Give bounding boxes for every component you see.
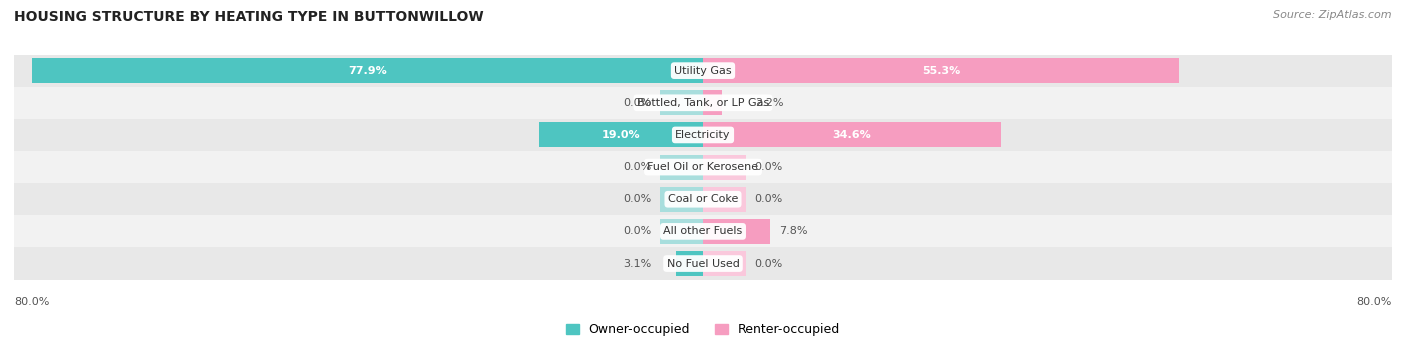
Text: 0.0%: 0.0% <box>623 226 651 236</box>
Text: 19.0%: 19.0% <box>602 130 641 140</box>
Bar <box>14 215 1392 248</box>
Text: No Fuel Used: No Fuel Used <box>666 258 740 269</box>
Text: 0.0%: 0.0% <box>755 194 783 204</box>
Bar <box>703 90 721 115</box>
Bar <box>14 119 1392 151</box>
Text: 0.0%: 0.0% <box>623 98 651 108</box>
Text: 3.1%: 3.1% <box>623 258 651 269</box>
Bar <box>14 248 1392 280</box>
Text: All other Fuels: All other Fuels <box>664 226 742 236</box>
Bar <box>540 122 703 147</box>
Text: Bottled, Tank, or LP Gas: Bottled, Tank, or LP Gas <box>637 98 769 108</box>
Text: Fuel Oil or Kerosene: Fuel Oil or Kerosene <box>647 162 759 172</box>
Text: 80.0%: 80.0% <box>14 297 49 307</box>
Text: 2.2%: 2.2% <box>755 98 783 108</box>
Bar <box>14 55 1392 87</box>
Bar <box>703 251 747 276</box>
Text: Electricity: Electricity <box>675 130 731 140</box>
Bar <box>659 154 703 180</box>
Text: 7.8%: 7.8% <box>779 226 807 236</box>
Text: 55.3%: 55.3% <box>922 65 960 76</box>
Text: 34.6%: 34.6% <box>832 130 872 140</box>
Bar <box>14 151 1392 183</box>
Bar <box>703 187 747 212</box>
Bar <box>703 219 770 244</box>
Text: 0.0%: 0.0% <box>755 162 783 172</box>
Text: Coal or Coke: Coal or Coke <box>668 194 738 204</box>
Text: 77.9%: 77.9% <box>349 65 387 76</box>
Text: 0.0%: 0.0% <box>755 258 783 269</box>
Bar <box>659 90 703 115</box>
Bar <box>32 58 703 83</box>
Text: 80.0%: 80.0% <box>1357 297 1392 307</box>
Bar <box>659 187 703 212</box>
Bar <box>676 251 703 276</box>
Bar <box>703 154 747 180</box>
Text: HOUSING STRUCTURE BY HEATING TYPE IN BUTTONWILLOW: HOUSING STRUCTURE BY HEATING TYPE IN BUT… <box>14 10 484 24</box>
Text: 0.0%: 0.0% <box>623 194 651 204</box>
Legend: Owner-occupied, Renter-occupied: Owner-occupied, Renter-occupied <box>567 323 839 336</box>
Bar <box>703 122 1001 147</box>
Bar <box>703 58 1180 83</box>
Text: 0.0%: 0.0% <box>623 162 651 172</box>
Text: Source: ZipAtlas.com: Source: ZipAtlas.com <box>1274 10 1392 20</box>
Text: Utility Gas: Utility Gas <box>675 65 731 76</box>
Bar <box>14 87 1392 119</box>
Bar <box>659 219 703 244</box>
Bar <box>14 183 1392 215</box>
